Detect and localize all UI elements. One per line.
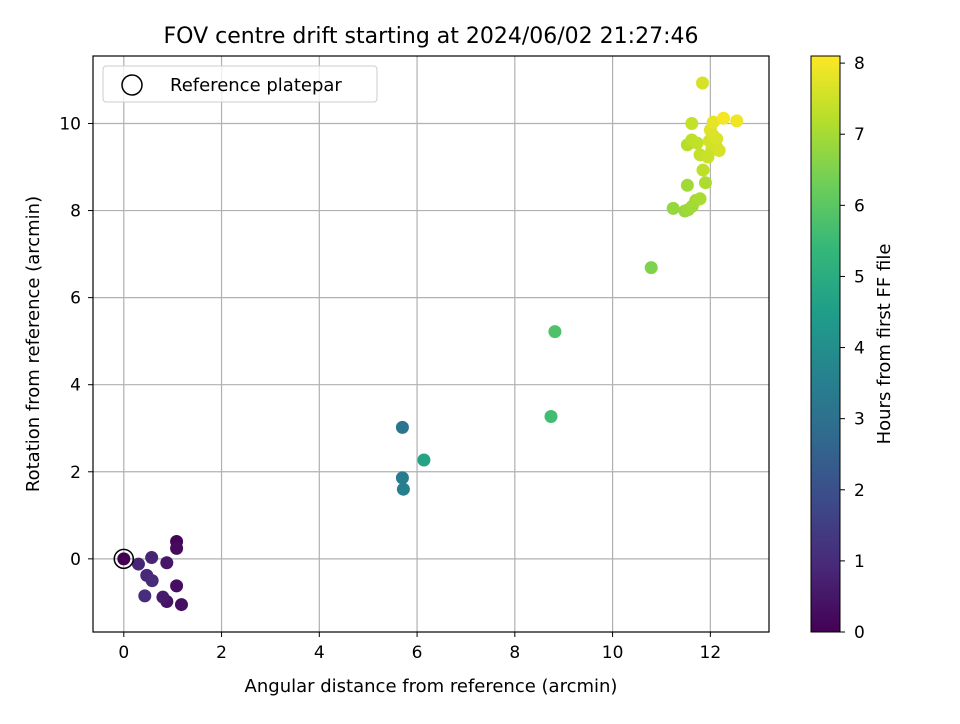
data-point	[145, 574, 159, 588]
data-point	[712, 143, 726, 157]
data-point	[395, 420, 409, 434]
data-point	[685, 116, 699, 130]
data-point	[693, 192, 707, 206]
legend: Reference platepar	[102, 65, 378, 103]
reference-platepar-marker	[113, 548, 135, 570]
x-tick-label: 12	[700, 643, 722, 663]
chart-title: FOV centre drift starting at 2024/06/02 …	[164, 24, 699, 49]
colorbar-label: Hours from first FF file	[874, 244, 895, 445]
x-tick-label: 10	[602, 643, 624, 663]
grid-lines	[93, 56, 769, 632]
data-point	[160, 556, 174, 570]
x-tick-label: 6	[412, 643, 423, 663]
y-tick-label: 4	[70, 376, 81, 396]
y-tick-label: 8	[70, 202, 81, 222]
data-point	[417, 453, 431, 467]
x-tick-label: 4	[314, 643, 325, 663]
colorbar: 0 1 2 3 4 5 6 7 8 Hours from first FF file	[810, 54, 895, 643]
x-tick-label: 0	[118, 643, 129, 663]
legend-box	[102, 65, 378, 103]
colorbar-ticks: 0 1 2 3 4 5 6 7 8	[840, 54, 865, 643]
data-point	[170, 541, 184, 555]
x-axis-label: Angular distance from reference (arcmin)	[245, 676, 618, 697]
plot-frame	[92, 55, 770, 633]
data-point	[170, 579, 184, 593]
data-point	[131, 557, 145, 571]
y-axis-ticks: 0 2 4 6 8 10	[59, 114, 93, 570]
colorbar-tick-label: 8	[854, 54, 865, 74]
colorbar-tick-label: 6	[854, 196, 865, 216]
data-point	[730, 114, 744, 128]
y-tick-label: 0	[70, 550, 81, 570]
colorbar-tick-label: 1	[854, 552, 865, 572]
data-point	[174, 598, 188, 612]
data-point	[644, 261, 658, 275]
data-point	[544, 409, 558, 423]
legend-reference-marker	[121, 74, 143, 96]
y-tick-label: 6	[70, 289, 81, 309]
data-point	[548, 325, 562, 339]
data-point	[117, 552, 131, 566]
y-tick-label: 10	[59, 114, 81, 134]
data-point	[145, 551, 159, 565]
data-point	[706, 115, 720, 129]
colorbar-tick-label: 0	[854, 623, 865, 643]
data-point	[680, 178, 694, 192]
x-axis-ticks: 0 2 4 6 8 10 12	[118, 632, 721, 663]
data-point	[395, 471, 409, 485]
x-tick-label: 2	[216, 643, 227, 663]
colorbar-tick-label: 3	[854, 410, 865, 430]
data-point	[696, 163, 710, 177]
legend-label: Reference platepar	[170, 75, 342, 96]
data-point	[698, 176, 712, 190]
data-point	[156, 590, 170, 604]
colorbar-tick-label: 7	[854, 125, 865, 145]
y-axis-label: Rotation from reference (arcmin)	[23, 196, 44, 492]
colorbar-gradient	[810, 55, 841, 633]
data-point	[396, 482, 410, 496]
data-point	[696, 76, 710, 90]
y-tick-label: 2	[70, 463, 81, 483]
data-points	[113, 76, 744, 612]
colorbar-tick-label: 4	[854, 339, 865, 359]
data-point	[717, 111, 731, 125]
data-point	[666, 201, 680, 215]
colorbar-tick-label: 2	[854, 481, 865, 501]
colorbar-tick-label: 5	[854, 267, 865, 287]
x-tick-label: 8	[509, 643, 520, 663]
data-point	[138, 589, 152, 603]
data-point	[690, 136, 704, 150]
